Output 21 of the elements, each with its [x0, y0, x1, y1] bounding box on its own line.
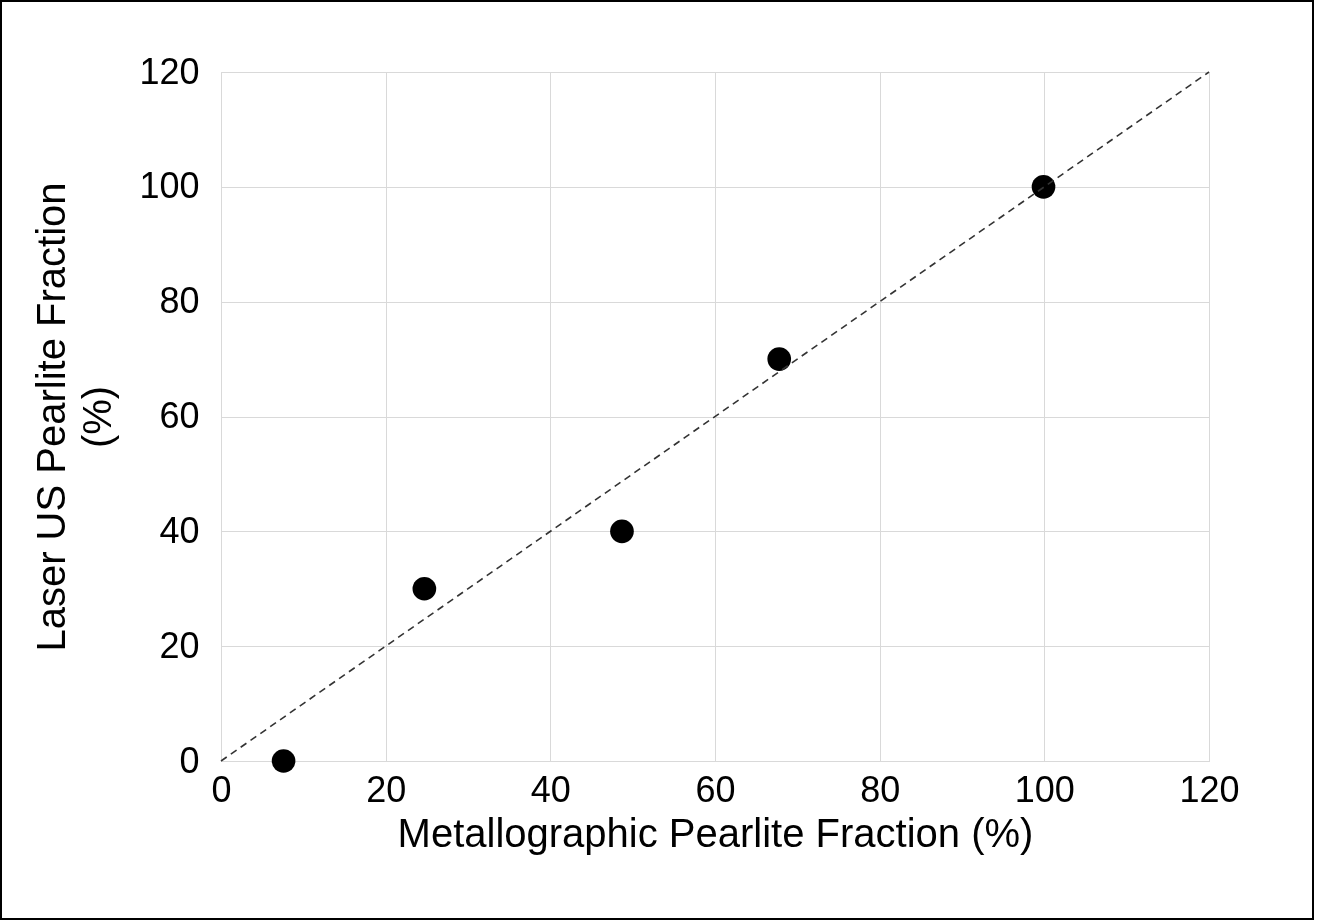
point: [767, 347, 792, 371]
x-tick-label: 20: [366, 768, 407, 810]
y-tick-label: 120: [139, 50, 200, 92]
y-tick-label: 100: [139, 165, 200, 207]
x-tick-label: 0: [211, 768, 232, 810]
x-tick-label: 60: [695, 768, 736, 810]
y-tick-label: 20: [159, 624, 200, 666]
x-tick-label: 100: [1014, 768, 1075, 810]
y-tick-label: 40: [159, 509, 200, 551]
x-tick-label: 80: [860, 768, 901, 810]
point: [610, 519, 634, 544]
point: [271, 749, 296, 773]
y-tick-label: 0: [179, 739, 200, 781]
x-axis-title: Metallographic Pearlite Fraction (%): [397, 810, 1034, 855]
y-axis-title: Laser US Pearlite Fraction (%): [29, 182, 120, 652]
point: [1031, 175, 1056, 199]
point: [412, 576, 437, 601]
x-tick-label: 40: [530, 768, 571, 810]
y-tick-label: 60: [159, 395, 200, 436]
x-tick-label: 120: [1179, 768, 1240, 810]
y-tick-label: 80: [159, 280, 200, 322]
